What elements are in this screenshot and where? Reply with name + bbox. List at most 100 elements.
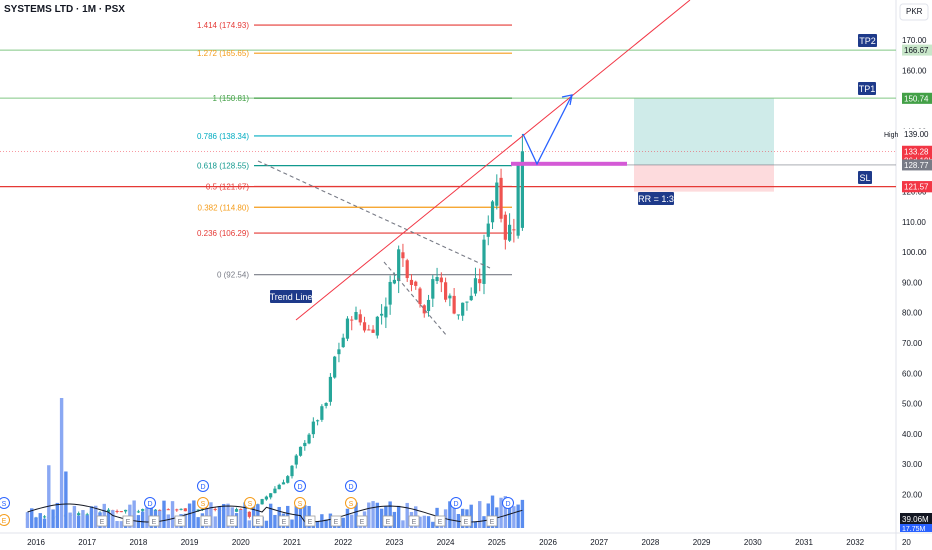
volume-bar bbox=[367, 502, 371, 528]
event-badge-earnings bbox=[460, 515, 472, 527]
price-tick-label: 160.00 bbox=[902, 66, 927, 75]
candle-body bbox=[119, 511, 123, 513]
candle-body bbox=[179, 508, 183, 510]
volume-bar bbox=[209, 502, 213, 528]
volume-bar bbox=[452, 504, 456, 528]
time-tick-label: 2028 bbox=[642, 538, 660, 547]
event-badge-letter: S bbox=[298, 501, 303, 508]
volume-bar bbox=[354, 502, 358, 528]
candle-body bbox=[166, 509, 170, 511]
candle-body bbox=[106, 509, 111, 512]
candle-body bbox=[409, 279, 414, 285]
candle-body bbox=[435, 277, 439, 282]
price-tick-label: 60.00 bbox=[902, 369, 923, 378]
volume-bar bbox=[196, 517, 200, 528]
event-badge-letter: E bbox=[100, 519, 105, 526]
price-tag: 139.00 bbox=[904, 130, 929, 139]
event-badge-earnings bbox=[278, 515, 290, 527]
fib-label-0_236: 0.236 (106.29) bbox=[197, 229, 249, 238]
price-tick-label: 80.00 bbox=[902, 309, 923, 318]
candle-body bbox=[482, 239, 486, 284]
candle-body bbox=[298, 446, 303, 456]
risk-reward-label: RR = 1:3 bbox=[638, 194, 674, 204]
volume-bar bbox=[38, 513, 42, 528]
volume-bar bbox=[422, 515, 426, 528]
candle-body bbox=[153, 509, 158, 511]
volume-bar bbox=[132, 500, 136, 528]
volume-bar bbox=[273, 514, 277, 528]
price-tag: 121.57 bbox=[904, 183, 929, 192]
volume-bar bbox=[516, 504, 520, 528]
event-badge-letter: E bbox=[412, 519, 417, 526]
candle-body bbox=[461, 302, 465, 316]
candle-body bbox=[158, 509, 162, 512]
price-tag: 128.77 bbox=[904, 161, 929, 170]
tp1-label-bg bbox=[858, 82, 876, 95]
volume-bar bbox=[503, 496, 508, 528]
price-tag: 150.74 bbox=[904, 94, 929, 103]
price-tag-bg bbox=[902, 145, 932, 157]
projection-arrow bbox=[522, 94, 573, 166]
candle-body bbox=[247, 511, 251, 517]
candle-body bbox=[85, 514, 89, 516]
candle-body bbox=[269, 493, 273, 498]
volume-bar bbox=[507, 507, 512, 528]
candle-body bbox=[452, 295, 456, 314]
event-badge-earnings bbox=[174, 515, 186, 527]
candle-body bbox=[444, 282, 448, 300]
price-tick-label: 70.00 bbox=[902, 339, 923, 348]
event-badge-letter: E bbox=[178, 519, 183, 526]
sl-label: SL bbox=[859, 173, 870, 183]
fib-label-0_382: 0.382 (114.80) bbox=[198, 203, 250, 212]
volume-tag-bg bbox=[900, 513, 932, 524]
time-tick-label: 2024 bbox=[437, 538, 455, 547]
event-badge-circle bbox=[197, 480, 209, 492]
volume-bar bbox=[222, 503, 226, 528]
candle-body bbox=[512, 229, 516, 231]
event-badge-earnings bbox=[304, 515, 316, 527]
volume-bar bbox=[418, 516, 422, 528]
event-badges bbox=[0, 480, 514, 527]
price-tag: 166.67 bbox=[904, 46, 929, 55]
fib-label-1_272: 1.272 (165.65) bbox=[197, 49, 249, 58]
price-tag-bg bbox=[902, 159, 932, 171]
time-tick-label: 2026 bbox=[539, 538, 557, 547]
price-tag-bg bbox=[902, 44, 932, 56]
event-badge-letter: E bbox=[464, 519, 469, 526]
candle-body bbox=[516, 163, 520, 236]
event-badge-letter: E bbox=[152, 519, 157, 526]
time-tick-label: 2023 bbox=[386, 538, 404, 547]
event-badge-circle bbox=[244, 497, 256, 509]
volume-bar bbox=[264, 520, 269, 528]
volume-bar bbox=[405, 502, 409, 528]
candle-body bbox=[392, 279, 396, 284]
volume-bar bbox=[239, 509, 243, 528]
candle-body bbox=[362, 322, 367, 331]
price-tick-label: 100.00 bbox=[902, 248, 927, 257]
event-badge-circle bbox=[294, 497, 306, 509]
currency-button bbox=[899, 3, 929, 21]
event-badge-circle bbox=[502, 497, 514, 509]
time-tick-label: 2030 bbox=[744, 538, 762, 547]
volume-bar bbox=[499, 497, 503, 528]
time-tick-label: 2020 bbox=[232, 538, 250, 547]
candle-body bbox=[303, 442, 307, 447]
event-badge-letter: E bbox=[230, 519, 235, 526]
candle-body bbox=[273, 488, 277, 494]
loss-zone bbox=[634, 164, 774, 192]
volume-bar bbox=[68, 512, 72, 528]
volume-bar bbox=[55, 502, 60, 528]
volume-bar bbox=[192, 500, 196, 528]
volume-bar bbox=[187, 503, 192, 528]
volume-bar bbox=[388, 501, 392, 528]
candle-body bbox=[277, 484, 281, 490]
volume-bar bbox=[392, 511, 397, 528]
candle-body bbox=[183, 508, 187, 512]
volume-bar bbox=[72, 505, 77, 528]
event-badge-circle bbox=[450, 497, 462, 509]
trend-line-label: Trend Line bbox=[270, 292, 313, 302]
event-badge-circle bbox=[144, 497, 156, 509]
volume-bar bbox=[51, 509, 55, 528]
candle-body bbox=[422, 305, 426, 314]
